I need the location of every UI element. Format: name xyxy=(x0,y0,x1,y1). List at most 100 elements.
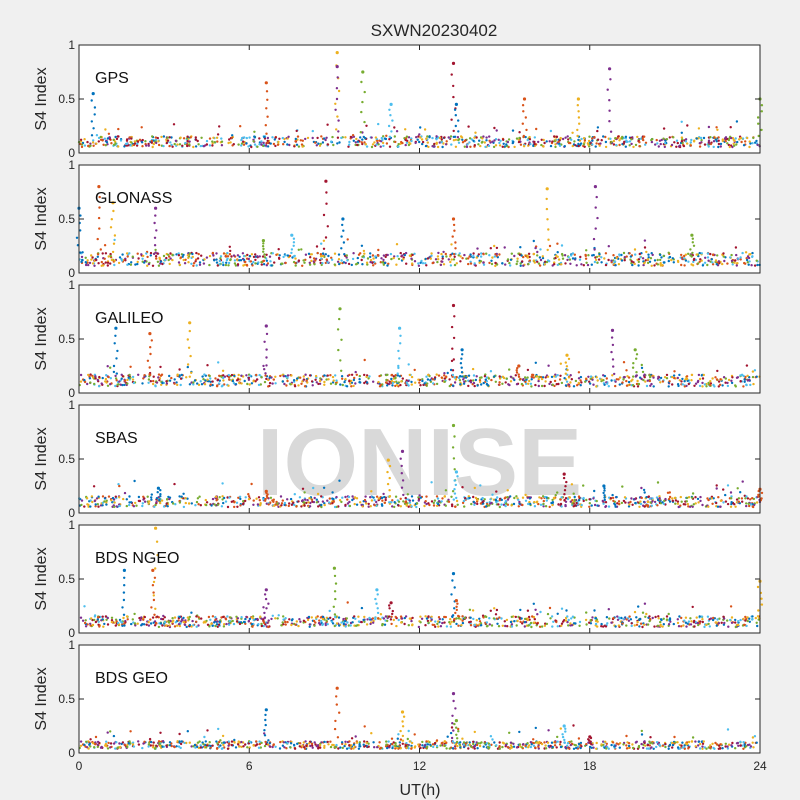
spike-trail-point xyxy=(522,110,525,113)
spike-trail-point xyxy=(98,206,101,209)
noise-point xyxy=(393,135,396,138)
noise-point xyxy=(685,625,688,628)
noise-point xyxy=(747,256,751,260)
noise-point xyxy=(526,254,529,257)
noise-point xyxy=(232,382,236,385)
noise-point xyxy=(116,621,120,625)
spike-trail-point xyxy=(635,371,638,374)
noise-point xyxy=(188,383,192,386)
noise-point xyxy=(382,135,385,138)
noise-point xyxy=(590,263,593,266)
noise-point xyxy=(568,385,571,388)
noise-point xyxy=(393,126,396,129)
spike-trail-point xyxy=(266,496,269,499)
noise-point xyxy=(526,368,530,372)
noise-point xyxy=(611,496,615,500)
noise-point xyxy=(548,505,551,509)
noise-point xyxy=(751,497,754,500)
noise-point xyxy=(639,256,642,259)
noise-point xyxy=(717,385,720,388)
noise-point xyxy=(289,497,293,501)
noise-point xyxy=(699,499,702,503)
noise-point xyxy=(503,246,506,249)
noise-point xyxy=(338,499,342,502)
noise-point xyxy=(491,493,494,496)
noise-point xyxy=(121,375,125,378)
noise-point xyxy=(399,251,402,255)
noise-point xyxy=(350,373,354,376)
noise-point xyxy=(657,615,660,618)
noise-point xyxy=(465,257,468,260)
noise-point xyxy=(140,253,143,256)
noise-point xyxy=(550,501,553,505)
noise-point xyxy=(494,613,498,616)
noise-point xyxy=(320,495,323,498)
noise-point xyxy=(576,384,579,387)
noise-point xyxy=(274,617,277,620)
noise-point xyxy=(643,602,647,605)
noise-point xyxy=(235,615,238,618)
noise-point xyxy=(635,382,639,386)
noise-point xyxy=(391,505,394,508)
noise-point xyxy=(377,617,380,620)
noise-point xyxy=(86,382,89,386)
noise-point xyxy=(231,379,235,383)
noise-point xyxy=(363,252,366,255)
noise-point xyxy=(596,625,599,628)
noise-point xyxy=(274,382,277,385)
noise-point xyxy=(503,620,506,623)
noise-point xyxy=(665,618,669,621)
noise-point xyxy=(458,379,462,382)
noise-point xyxy=(262,141,265,144)
noise-point xyxy=(92,485,96,488)
spike-trail-point xyxy=(334,582,338,585)
noise-point xyxy=(647,256,650,259)
noise-point xyxy=(589,619,592,622)
spike-trail-point xyxy=(451,490,455,493)
noise-point xyxy=(110,258,114,262)
noise-point xyxy=(540,625,544,628)
spike-trail-point xyxy=(396,372,399,375)
noise-point xyxy=(205,139,209,143)
noise-point xyxy=(605,377,608,380)
noise-point xyxy=(678,373,681,377)
noise-point xyxy=(298,618,301,621)
spike-trail-point xyxy=(322,213,326,217)
noise-point xyxy=(539,610,542,614)
noise-point xyxy=(363,358,366,362)
spike-trail-point xyxy=(98,195,101,199)
y-tick-label: 0.5 xyxy=(58,92,75,106)
noise-point xyxy=(538,264,542,267)
noise-point xyxy=(745,383,748,386)
noise-point xyxy=(443,615,446,619)
spike-trail-point xyxy=(578,122,581,125)
spike-trail-point xyxy=(594,206,597,209)
noise-point xyxy=(209,380,212,383)
noise-point xyxy=(529,142,532,146)
noise-point xyxy=(481,500,484,504)
noise-scatter xyxy=(77,120,761,149)
noise-point xyxy=(638,625,641,628)
noise-point xyxy=(215,261,219,264)
noise-point xyxy=(552,620,555,623)
noise-point xyxy=(333,505,337,509)
noise-point xyxy=(143,615,146,619)
noise-point xyxy=(544,380,547,383)
noise-point xyxy=(397,618,400,622)
noise-point xyxy=(696,497,700,501)
noise-point xyxy=(103,622,106,626)
noise-point xyxy=(647,495,650,499)
noise-point xyxy=(542,499,545,503)
noise-point xyxy=(284,620,287,624)
noise-point xyxy=(726,142,729,145)
noise-point xyxy=(242,143,246,146)
noise-point xyxy=(385,378,388,382)
noise-point xyxy=(200,617,203,620)
noise-point xyxy=(492,617,496,620)
noise-point xyxy=(593,609,596,612)
noise-point xyxy=(294,623,297,626)
spike-point xyxy=(338,307,342,311)
noise-point xyxy=(687,252,690,255)
noise-point xyxy=(453,376,456,379)
noise-point xyxy=(730,253,733,257)
